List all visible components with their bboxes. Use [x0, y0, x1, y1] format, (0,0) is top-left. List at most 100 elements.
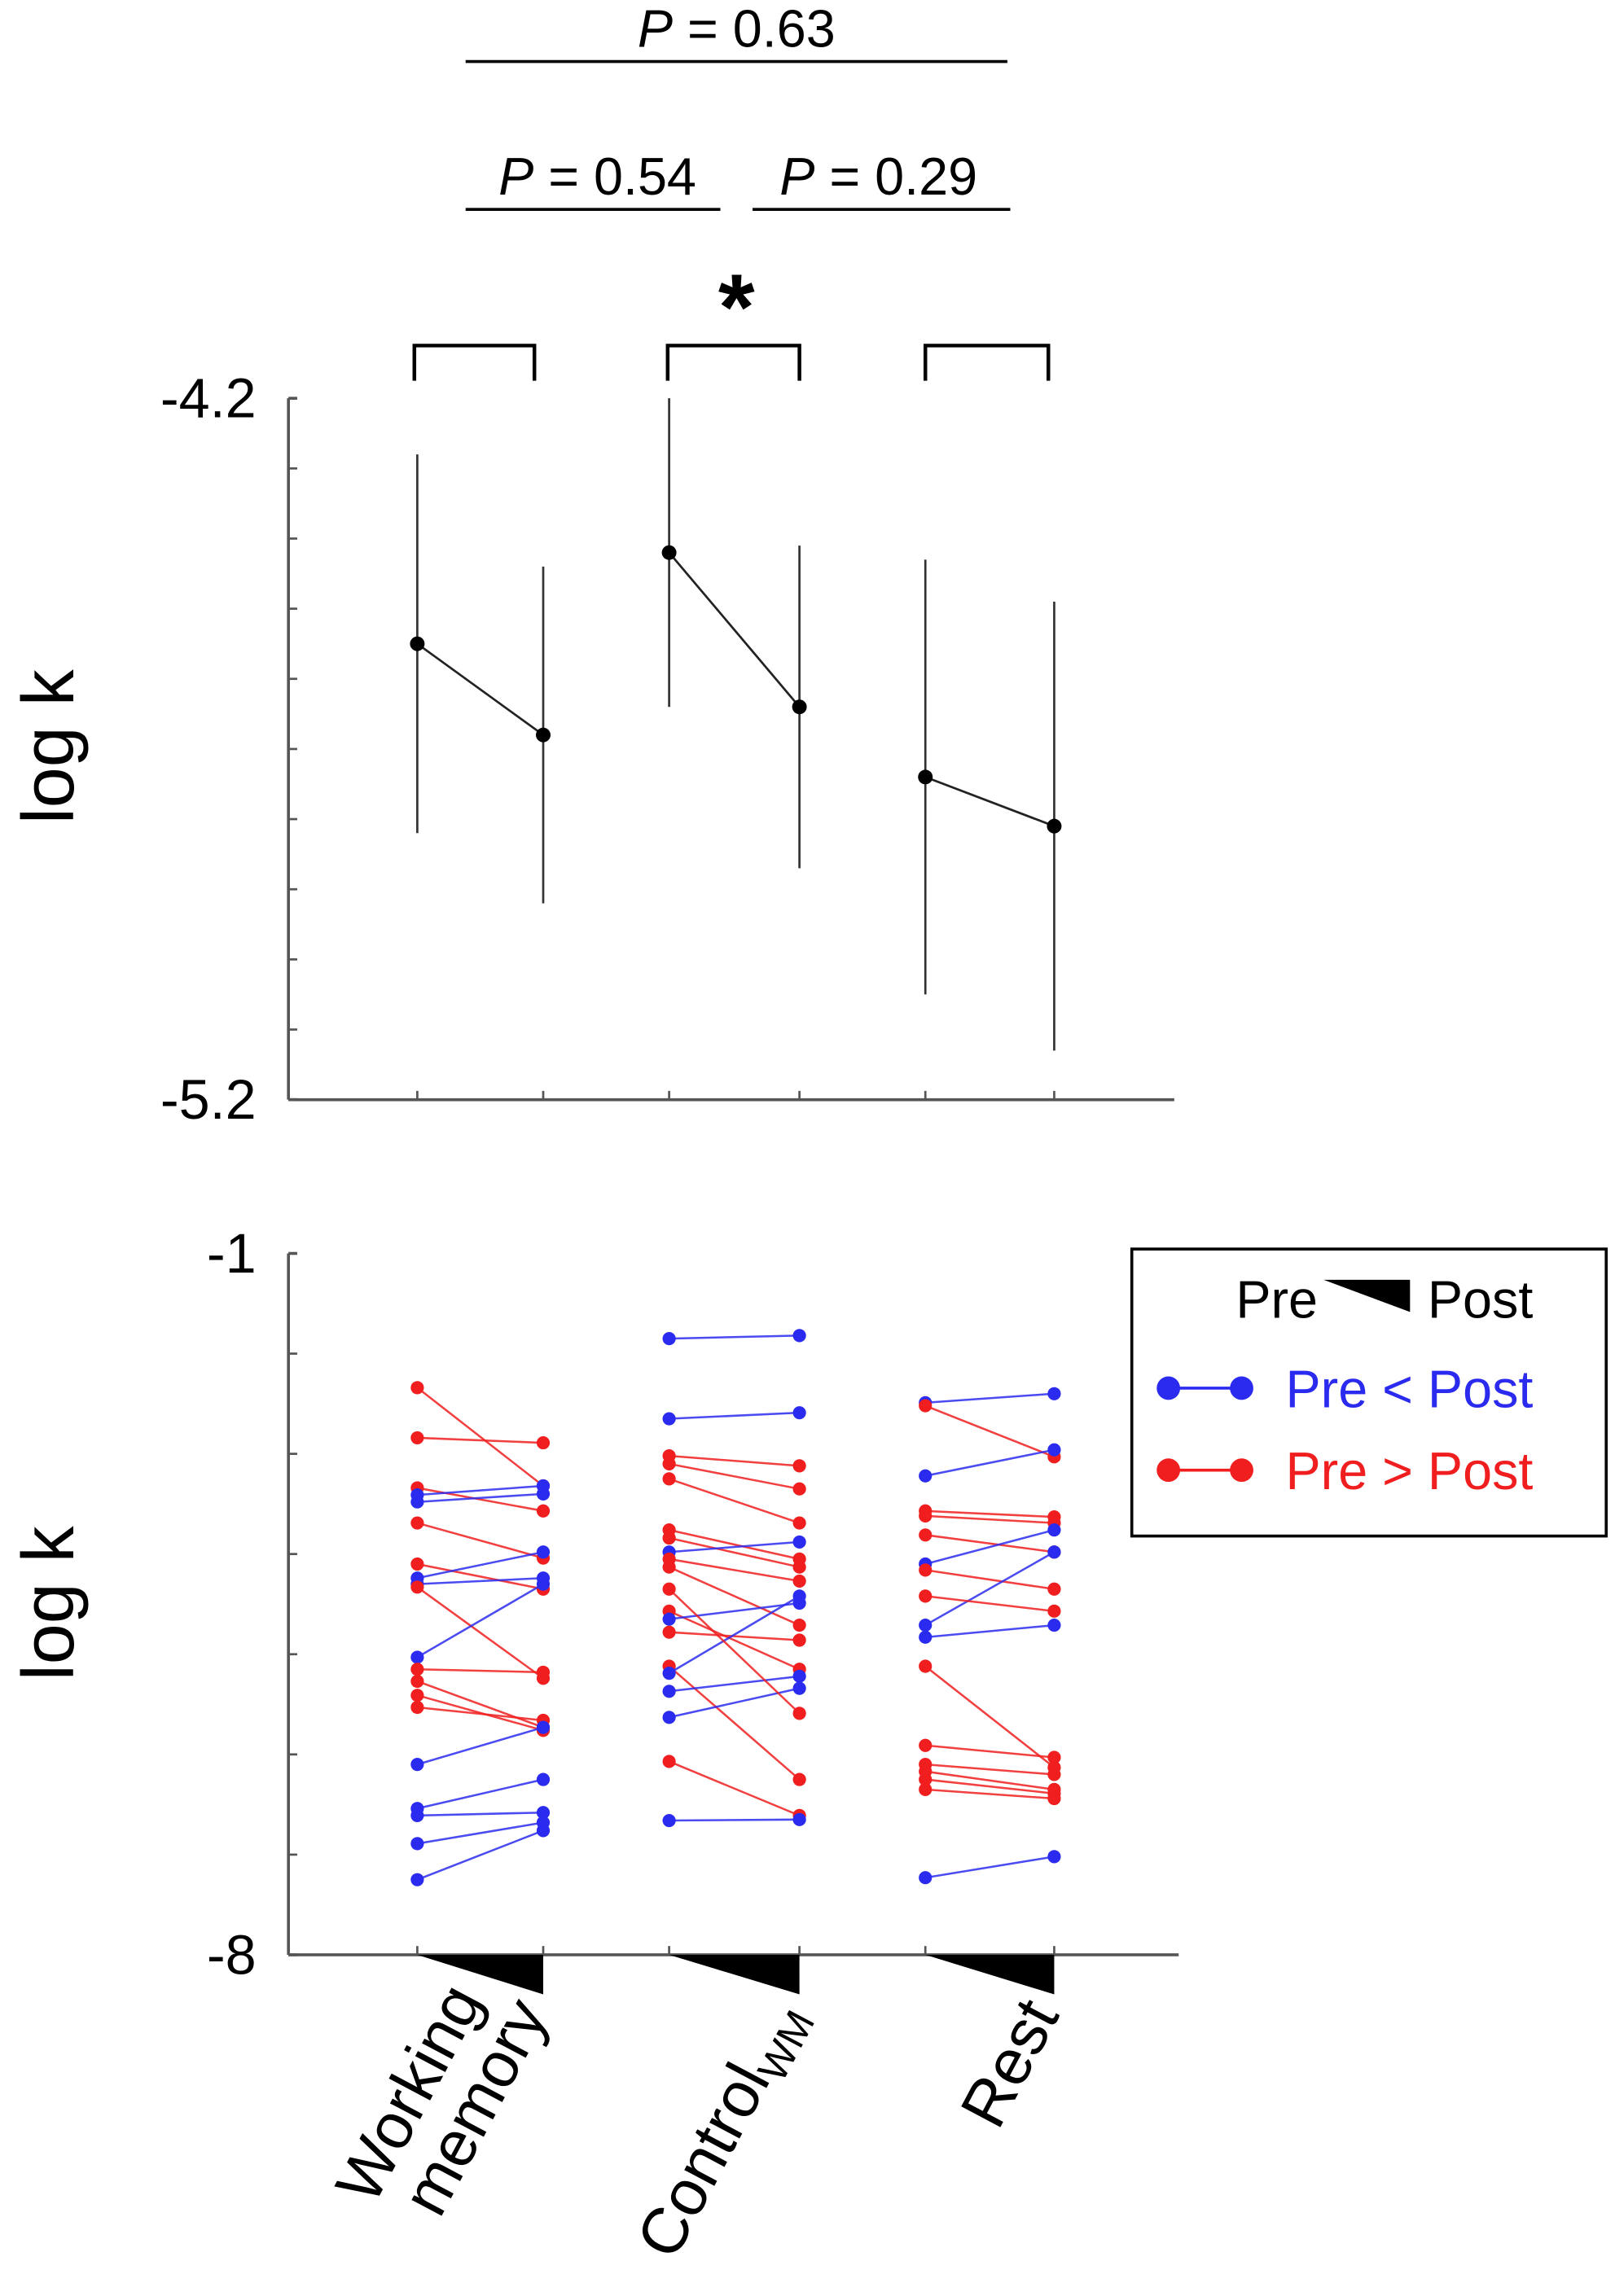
subject-line [416, 1680, 544, 1729]
pre-point [919, 1738, 933, 1752]
pre-point [919, 1618, 933, 1632]
pre-point [410, 1808, 424, 1822]
pre-point [662, 1412, 676, 1426]
subject-line [416, 1387, 544, 1487]
post-point [1047, 1750, 1061, 1764]
pre-point [919, 1772, 933, 1786]
subject-line [417, 1487, 544, 1513]
legend-header: Post [1428, 1270, 1533, 1330]
post-point [536, 1577, 551, 1591]
pre-point [662, 1332, 676, 1346]
post-point [536, 1806, 551, 1820]
subject-line [669, 1462, 800, 1490]
pre-point [662, 1457, 676, 1471]
pre-point [410, 1557, 424, 1571]
y-tick-label: -4.2 [160, 368, 257, 430]
pair-bracket [412, 344, 1051, 381]
post-point [536, 1545, 551, 1559]
post-point [536, 1720, 551, 1734]
mean-point [792, 699, 807, 715]
subject-line [417, 1726, 544, 1766]
subject-line [925, 1778, 1055, 1795]
pre-point [410, 1580, 424, 1594]
y-axis-label: log k [8, 1525, 90, 1680]
post-point [792, 1772, 806, 1786]
subject-line [925, 1623, 1055, 1639]
subject-line [416, 1829, 544, 1881]
subject-line [925, 1392, 1055, 1404]
pre-point [919, 1509, 933, 1523]
connector [416, 642, 544, 736]
subject-line [668, 1665, 801, 1781]
subject-line [669, 1411, 800, 1420]
pre-point [919, 1563, 933, 1577]
subject-line [416, 1586, 544, 1680]
pre-point [662, 1667, 676, 1680]
pre-post-wedge [417, 1954, 543, 1995]
annotation: P = 0.29 [779, 147, 977, 206]
post-point [1047, 1443, 1061, 1457]
significance-line [465, 59, 1011, 211]
subject-line [668, 1595, 801, 1675]
subject-line [925, 1514, 1055, 1524]
subject-line [669, 1528, 800, 1561]
pre-point [410, 1650, 424, 1664]
pre-point [919, 1782, 933, 1796]
post-point [792, 1669, 806, 1683]
post-point [1047, 1387, 1061, 1400]
category-label: Working memory [322, 1956, 561, 2245]
subject-line [924, 1404, 1055, 1458]
legend-header: Pre [1235, 1270, 1318, 1330]
subject-line [669, 1610, 801, 1671]
post-point [536, 1824, 551, 1838]
post-point [1047, 1618, 1061, 1632]
pre-point [410, 1516, 424, 1530]
post-point [1047, 1791, 1061, 1806]
y-tick-label: -8 [207, 1924, 257, 1986]
pre-point [410, 1837, 424, 1851]
subject-line [416, 1583, 544, 1658]
post-point [1047, 1604, 1061, 1618]
post-point [792, 1618, 806, 1632]
legend-label: Pre < Post [1285, 1359, 1533, 1418]
connector [924, 776, 1055, 827]
pre-point [662, 1582, 676, 1596]
subject-line [669, 1454, 800, 1467]
y-tick-label: -5.2 [160, 1069, 257, 1131]
post-point [1047, 1523, 1061, 1537]
pre-point [662, 1560, 676, 1574]
subject-line [417, 1821, 544, 1845]
mean-point [1047, 818, 1062, 834]
subject-line [924, 1448, 1055, 1477]
post-point [792, 1516, 806, 1530]
subject-line [669, 1334, 800, 1340]
subject-line [669, 1536, 800, 1568]
subject-line [417, 1436, 544, 1444]
post-point [792, 1589, 806, 1603]
subject-line [669, 1566, 801, 1627]
legend-label: Pre > Post [1285, 1441, 1533, 1501]
subject-line [925, 1534, 1055, 1553]
post-point [792, 1329, 806, 1343]
post-point [536, 1772, 551, 1786]
pre-point [410, 1431, 424, 1445]
subject-line [417, 1562, 544, 1590]
pre-point [662, 1625, 676, 1639]
pre-point [662, 1755, 676, 1768]
subject-line [669, 1478, 801, 1524]
post-point [1047, 1582, 1061, 1596]
subject-line [669, 1558, 800, 1583]
subject-line [925, 1763, 1055, 1776]
post-point [536, 1504, 551, 1518]
subject-line [417, 1706, 544, 1722]
subject-line [417, 1811, 544, 1817]
pre-post-wedge [669, 1954, 800, 1995]
pre-point [662, 1685, 676, 1698]
subject-line [668, 1588, 801, 1715]
subject-line [417, 1550, 544, 1580]
pre-point [410, 1381, 424, 1395]
category-label: Control [622, 2052, 783, 2269]
subject-line [924, 1665, 1055, 1768]
subject-line [417, 1576, 544, 1585]
